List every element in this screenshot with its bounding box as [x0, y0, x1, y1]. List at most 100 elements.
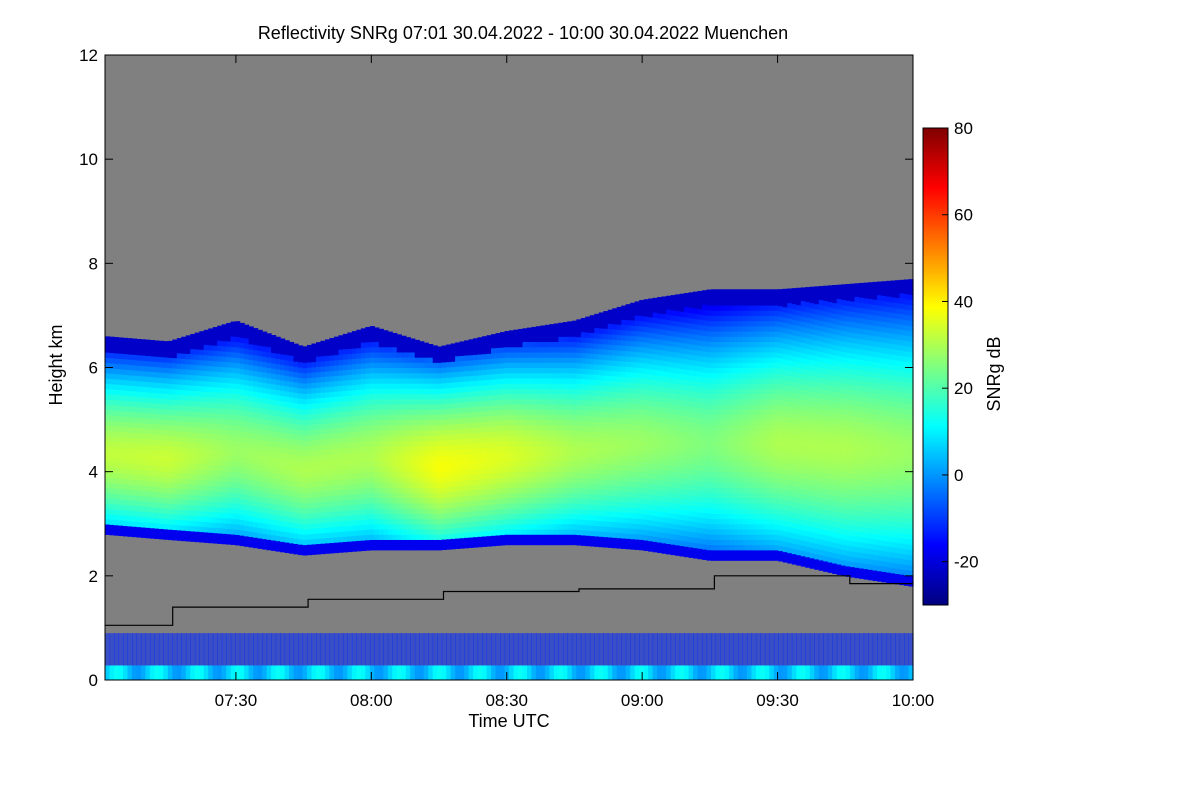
reflectivity-cell — [149, 418, 155, 425]
reflectivity-cell — [212, 485, 218, 492]
reflectivity-cell — [230, 513, 236, 519]
reflectivity-cell — [190, 395, 196, 402]
reflectivity-cell — [280, 442, 286, 449]
reflectivity-cell — [603, 338, 609, 345]
reflectivity-cell — [401, 513, 407, 520]
reflectivity-cell — [315, 491, 322, 498]
reflectivity-cell — [477, 536, 483, 543]
reflectivity-cell — [347, 473, 353, 480]
reflectivity-cell — [531, 513, 537, 520]
reflectivity-cell — [374, 362, 380, 369]
reflectivity-cell — [571, 445, 577, 452]
reflectivity-cell — [280, 447, 286, 454]
reflectivity-cell — [154, 486, 160, 493]
reflectivity-cell — [571, 534, 577, 540]
reflectivity-column — [360, 328, 366, 680]
reflectivity-cell — [396, 346, 402, 353]
reflectivity-cell — [190, 369, 196, 376]
reflectivity-cell — [603, 312, 609, 319]
reflectivity-column — [105, 336, 111, 680]
reflectivity-column — [428, 344, 434, 680]
reflectivity-cell — [405, 482, 411, 488]
reflectivity-cell — [459, 527, 465, 534]
reflectivity-cell — [307, 439, 313, 446]
reflectivity-cell — [383, 419, 389, 426]
reflectivity-cell — [468, 469, 474, 476]
reflectivity-cell — [504, 346, 510, 353]
reflectivity-cell — [517, 482, 524, 488]
reflectivity-column — [176, 338, 182, 680]
reflectivity-cell — [437, 523, 443, 530]
reflectivity-cell — [540, 403, 546, 410]
reflectivity-cell — [553, 518, 559, 525]
reflectivity-cell — [347, 525, 353, 532]
reflectivity-cell — [221, 397, 227, 404]
reflectivity-cell — [531, 492, 537, 499]
reflectivity-cell — [558, 377, 564, 384]
reflectivity-cell — [468, 448, 474, 455]
reflectivity-cell — [571, 456, 577, 462]
reflectivity-cell — [446, 486, 452, 493]
reflectivity-cell — [307, 528, 313, 535]
reflectivity-cell — [495, 441, 501, 447]
reflectivity-cell — [109, 477, 115, 484]
reflectivity-cell — [244, 436, 250, 443]
reflectivity-cell — [320, 350, 326, 357]
boundary-layer-echo — [140, 633, 146, 666]
reflectivity-cell — [455, 433, 461, 440]
reflectivity-cell — [423, 476, 429, 483]
reflectivity-cell — [423, 461, 429, 468]
reflectivity-cell — [446, 491, 452, 498]
reflectivity-cell — [414, 450, 420, 457]
reflectivity-cell — [230, 476, 236, 483]
reflectivity-cell — [293, 428, 299, 435]
reflectivity-cell — [122, 468, 129, 474]
surface-clutter — [441, 665, 447, 680]
reflectivity-cell — [338, 364, 344, 371]
reflectivity-cell — [230, 356, 236, 363]
reflectivity-cell — [266, 333, 272, 337]
reflectivity-cell — [244, 415, 250, 422]
reflectivity-cell — [185, 514, 191, 521]
reflectivity-cell — [239, 326, 245, 333]
reflectivity-cell — [468, 453, 474, 460]
reflectivity-cell — [423, 388, 429, 395]
reflectivity-cell — [544, 398, 550, 405]
reflectivity-cell — [221, 444, 227, 451]
reflectivity-cell — [526, 476, 533, 483]
reflectivity-cell — [329, 422, 335, 429]
reflectivity-cell — [383, 336, 389, 343]
reflectivity-cell — [122, 416, 129, 422]
reflectivity-cell — [329, 370, 335, 377]
reflectivity-cell — [522, 435, 528, 442]
reflectivity-column — [401, 335, 407, 680]
reflectivity-cell — [154, 439, 160, 446]
reflectivity-cell — [167, 450, 173, 457]
reflectivity-cell — [437, 383, 443, 389]
reflectivity-cell — [203, 432, 209, 439]
reflectivity-cell — [262, 496, 268, 503]
reflectivity-cell — [271, 477, 277, 484]
reflectivity-cell — [293, 407, 299, 414]
reflectivity-cell — [293, 413, 299, 419]
reflectivity-cell — [549, 508, 555, 514]
reflectivity-cell — [369, 388, 375, 395]
reflectivity-cell — [271, 414, 277, 421]
reflectivity-cell — [401, 335, 407, 337]
reflectivity-cell — [105, 393, 111, 400]
reflectivity-cell — [509, 435, 515, 442]
reflectivity-cell — [199, 390, 205, 397]
reflectivity-cell — [374, 424, 380, 431]
reflectivity-cell — [266, 362, 272, 368]
reflectivity-cell — [154, 413, 160, 420]
reflectivity-cell — [226, 455, 232, 462]
surface-clutter — [392, 665, 398, 680]
reflectivity-cell — [113, 529, 120, 536]
reflectivity-cell — [311, 517, 317, 524]
reflectivity-cell — [446, 444, 452, 451]
reflectivity-cell — [522, 518, 528, 525]
reflectivity-cell — [271, 503, 277, 510]
reflectivity-cell — [576, 498, 582, 504]
reflectivity-cell — [522, 534, 528, 540]
reflectivity-cell — [562, 377, 568, 384]
